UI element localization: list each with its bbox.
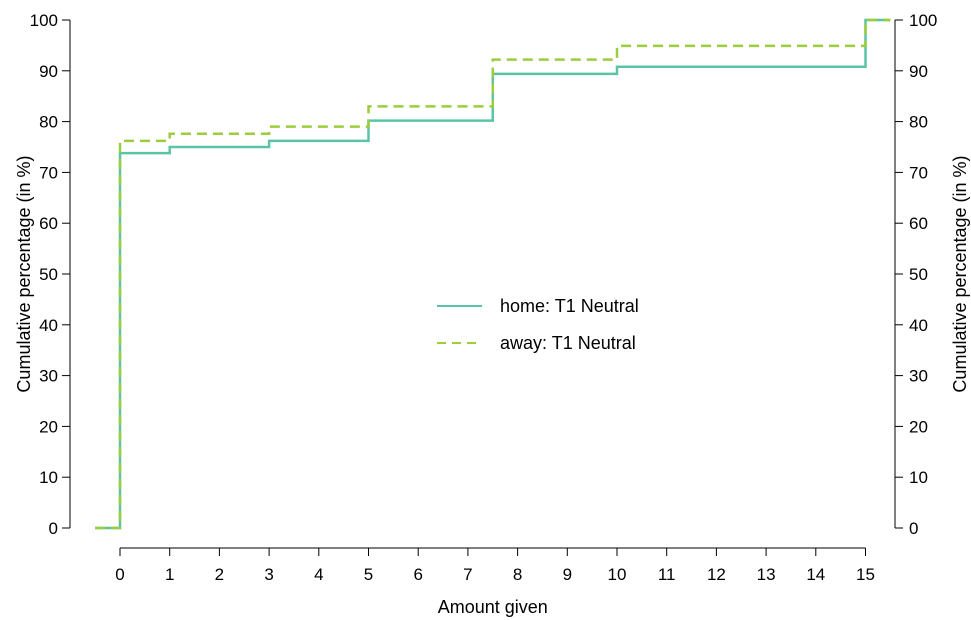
legend: home: T1 Neutral away: T1 Neutral	[437, 296, 639, 353]
y2-tick-label: 90	[909, 62, 928, 81]
y-tick-label: 50	[39, 265, 58, 284]
x-tick-label: 1	[165, 565, 174, 584]
y2-tick-label: 0	[909, 519, 918, 538]
x-tick-label: 3	[264, 565, 273, 584]
y2-tick-label: 80	[909, 113, 928, 132]
y2-tick-label: 10	[909, 468, 928, 487]
y2-tick-label: 60	[909, 214, 928, 233]
x-tick-label: 14	[806, 565, 825, 584]
series-group	[95, 18, 891, 530]
y2-tick-label: 20	[909, 417, 928, 436]
x-tick-label: 12	[707, 565, 726, 584]
x-tick-label: 11	[658, 565, 676, 584]
y2-tick-label: 100	[909, 11, 937, 30]
x-tick-label: 10	[608, 565, 627, 584]
x-tick-label: 15	[856, 565, 875, 584]
y-tick-label: 100	[30, 11, 58, 30]
y-axis-title: Cumulative percentage (in %)	[14, 155, 34, 392]
legend-label: home: T1 Neutral	[500, 296, 639, 316]
y-tick-label: 20	[39, 417, 58, 436]
series-line-away	[95, 18, 891, 530]
x-tick-label: 5	[364, 565, 373, 584]
x-tick-label: 6	[413, 565, 422, 584]
y2-tick-label: 30	[909, 367, 928, 386]
y-tick-label: 70	[39, 163, 58, 182]
x-tick-label: 8	[513, 565, 522, 584]
y-tick-label: 40	[39, 316, 58, 335]
y-tick-label: 60	[39, 214, 58, 233]
x-tick-label: 0	[115, 565, 124, 584]
y-tick-label: 80	[39, 113, 58, 132]
y2-tick-label: 40	[909, 316, 928, 335]
y-tick-label: 0	[49, 519, 58, 538]
y2-axis-title: Cumulative percentage (in %)	[950, 155, 970, 392]
y-tick-label: 10	[39, 468, 58, 487]
x-tick-label: 4	[314, 565, 323, 584]
x-tick-label: 13	[757, 565, 776, 584]
y-tick-label: 30	[39, 367, 58, 386]
series-line-home	[95, 18, 891, 530]
y-tick-label: 90	[39, 62, 58, 81]
y2-tick-label: 70	[909, 163, 928, 182]
legend-label: away: T1 Neutral	[500, 333, 636, 353]
x-tick-label: 7	[463, 565, 472, 584]
x-axis-title: Amount given	[438, 597, 548, 617]
x-tick-label: 2	[215, 565, 224, 584]
y2-tick-label: 50	[909, 265, 928, 284]
x-tick-label: 9	[563, 565, 572, 584]
